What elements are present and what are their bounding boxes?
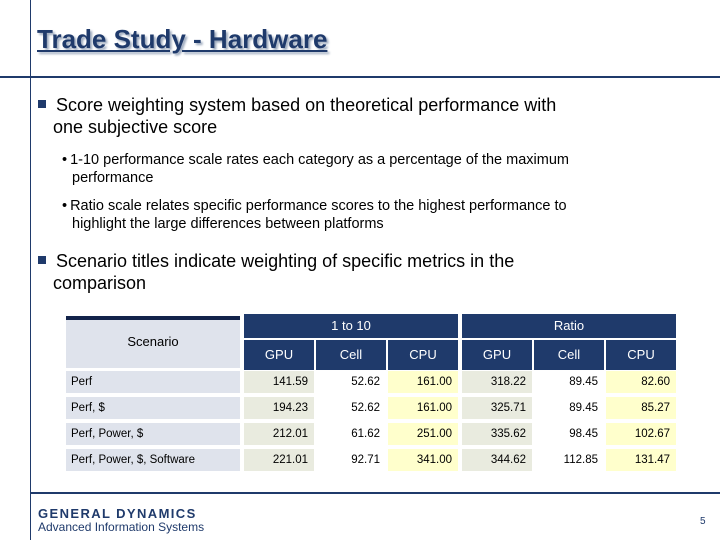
bullet-2-line1: Scenario titles indicate weighting of sp…	[56, 251, 515, 271]
column-header-cell-2: Cell	[534, 340, 604, 370]
bullet-1-line2: one subjective score	[53, 117, 218, 137]
scenario-header-label: Scenario	[127, 334, 179, 349]
table-cell: 335.62	[462, 423, 532, 445]
group-header-1-to-10: 1 to 10	[244, 314, 458, 338]
company-logo-name: GENERAL DYNAMICS	[38, 506, 197, 521]
table-cell: 251.00	[388, 423, 458, 445]
column-header-cpu-2: CPU	[606, 340, 676, 370]
frame-left-rule	[30, 0, 31, 540]
slide-title: Trade Study - Hardware	[37, 24, 328, 54]
table-cell: 112.85	[534, 449, 604, 471]
table-row-label: Perf, $	[66, 397, 240, 419]
column-header-gpu-1: GPU	[244, 340, 314, 370]
bullet-1-line1: Score weighting system based on theoreti…	[56, 95, 557, 115]
dot-bullet-icon: •	[62, 198, 68, 214]
subbullet-2: • Ratio scale relates specific performanc…	[62, 197, 702, 233]
bullet-2: Scenario titles indicate weighting of sp…	[38, 250, 698, 294]
subbullet-2-line1: Ratio scale relates specific performance…	[70, 198, 567, 214]
square-bullet-icon	[38, 100, 46, 108]
table-cell: 82.60	[606, 371, 676, 393]
scenario-header-cell	[66, 316, 240, 368]
table-cell: 325.71	[462, 397, 532, 419]
table-cell: 85.27	[606, 397, 676, 419]
bullet-1: Score weighting system based on theoreti…	[38, 94, 698, 138]
table-cell: 52.62	[316, 371, 386, 393]
subbullet-2-line2: highlight the large differences between …	[72, 216, 384, 232]
table-cell: 52.62	[316, 397, 386, 419]
frame-top-rule	[0, 76, 720, 78]
table-cell: 341.00	[388, 449, 458, 471]
table-cell: 194.23	[244, 397, 314, 419]
bullet-2-line2: comparison	[53, 273, 147, 293]
table-cell: 131.47	[606, 449, 676, 471]
table-cell: 318.22	[462, 371, 532, 393]
column-header-cpu-1: CPU	[388, 340, 458, 370]
table-cell: 161.00	[388, 397, 458, 419]
subbullet-1-line2: performance	[72, 170, 154, 186]
table-cell: 92.71	[316, 449, 386, 471]
table-cell: 61.62	[316, 423, 386, 445]
table-cell: 161.00	[388, 371, 458, 393]
scenario-header-shade	[66, 316, 240, 320]
company-logo-division: Advanced Information Systems	[38, 520, 205, 534]
square-bullet-icon	[38, 256, 46, 264]
group-header-ratio: Ratio	[462, 314, 676, 338]
subbullet-1: • 1-10 performance scale rates each categ…	[62, 151, 702, 187]
table-cell: 89.45	[534, 397, 604, 419]
table-row-label: Perf, Power, $, Software	[66, 449, 240, 471]
table-row-label: Perf	[66, 371, 240, 393]
subbullet-1-line1: 1-10 performance scale rates each catego…	[70, 152, 569, 168]
dot-bullet-icon: •	[62, 152, 68, 168]
table-row-label: Perf, Power, $	[66, 423, 240, 445]
table-cell: 98.45	[534, 423, 604, 445]
table-cell: 221.01	[244, 449, 314, 471]
page-number: 5	[700, 516, 706, 527]
table-cell: 89.45	[534, 371, 604, 393]
table-cell: 212.01	[244, 423, 314, 445]
column-header-cell-1: Cell	[316, 340, 386, 370]
table-cell: 344.62	[462, 449, 532, 471]
column-header-gpu-2: GPU	[462, 340, 532, 370]
frame-bottom-rule	[30, 492, 720, 494]
table-cell: 141.59	[244, 371, 314, 393]
table-cell: 102.67	[606, 423, 676, 445]
